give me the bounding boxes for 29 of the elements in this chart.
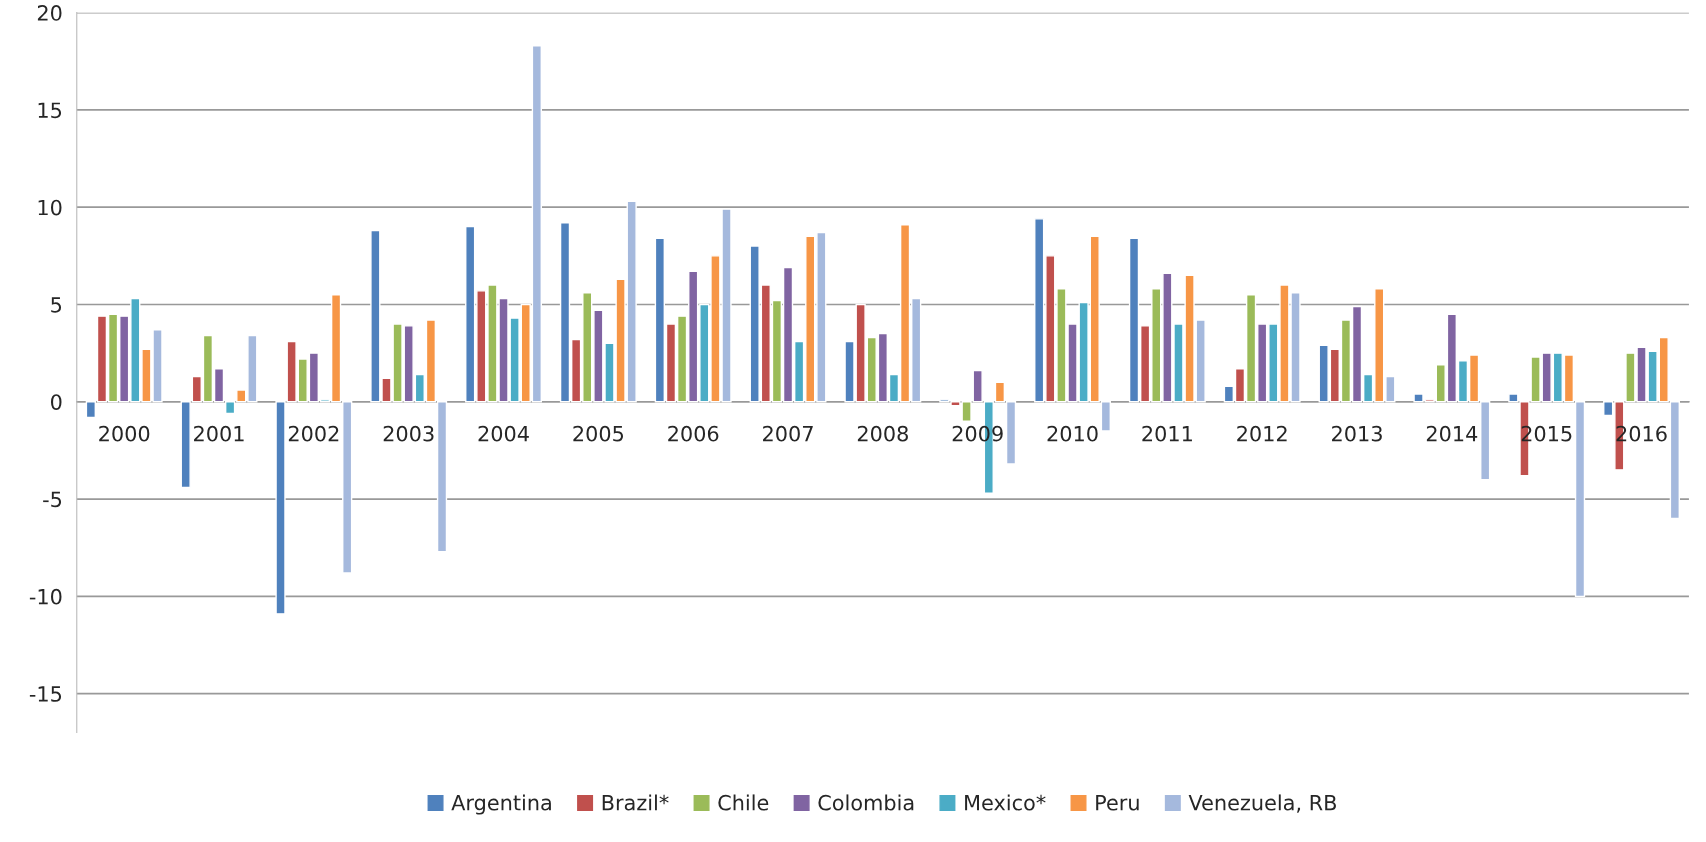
legend-label: Mexico* (965, 794, 1046, 811)
x-tick-label: 2008 (857, 425, 908, 442)
x-tick-label: 2000 (99, 425, 150, 442)
legend-label: Colombia (818, 794, 914, 811)
x-tick-label: 2014 (1426, 425, 1478, 442)
y-tick-label: 15 (38, 102, 62, 119)
x-tick-label: 2005 (573, 425, 624, 442)
y-tick-label: 10 (38, 199, 62, 216)
x-tick-label: 2002 (288, 425, 339, 442)
legend-label: Peru (1096, 795, 1139, 811)
y-tick-label: -10 (29, 588, 62, 605)
x-tick-label: 2001 (194, 425, 244, 442)
y-tick-label: 0 (51, 394, 62, 410)
legend-label: Brazil* (602, 794, 669, 811)
x-tick-label: 2013 (1332, 425, 1382, 442)
x-tick-label: 2004 (478, 425, 529, 442)
x-tick-label: 2010 (1047, 425, 1098, 442)
x-tick-label: 2006 (668, 425, 719, 442)
x-tick-label: 2007 (763, 425, 813, 442)
y-tick-label: 20 (37, 5, 62, 21)
legend-label: Venezuela, RB (1188, 794, 1336, 813)
y-tick-label: -15 (29, 686, 62, 702)
x-tick-label: 2003 (383, 425, 434, 442)
x-tick-label: 2011 (1142, 425, 1192, 442)
y-tick-label: -5 (43, 491, 62, 508)
legend-label: Argentina (451, 794, 551, 815)
legend-label: Chile (718, 794, 769, 811)
x-tick-label: 2012 (1237, 425, 1287, 442)
y-tick-label: 5 (51, 297, 62, 313)
